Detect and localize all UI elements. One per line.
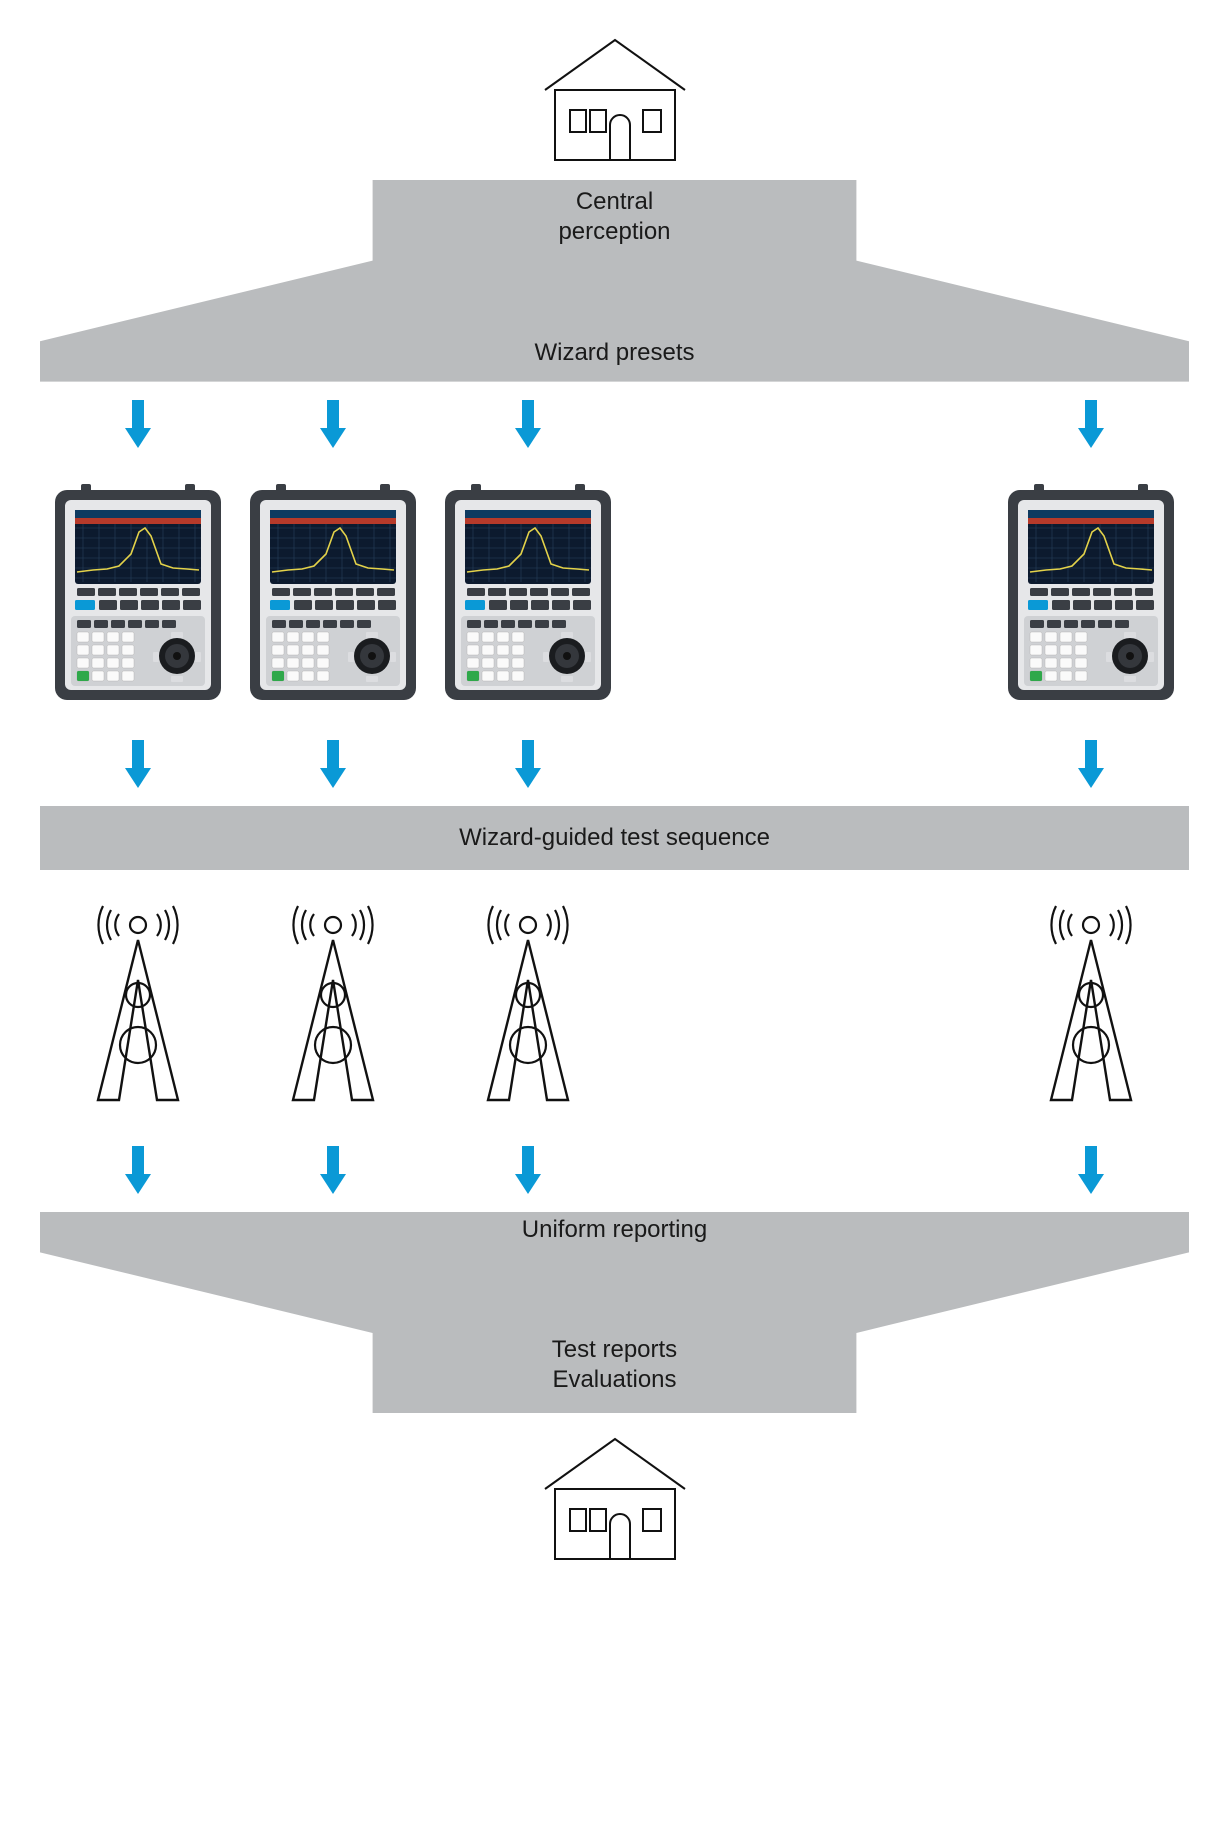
antenna-2	[235, 900, 430, 1110]
arrow-down-icon	[320, 1146, 346, 1194]
arrow-down-icon	[515, 740, 541, 788]
label-wizard-presets: Wizard presets	[40, 338, 1189, 368]
bar-wizard-guided: Wizard-guided test sequence	[40, 806, 1189, 870]
spectrum-analyzer-icon	[53, 484, 223, 704]
arrow-row-1	[40, 400, 1189, 448]
arrow-down-icon	[320, 400, 346, 448]
instrument-3	[431, 484, 626, 704]
label-test-reports: Test reportsEvaluations	[40, 1335, 1189, 1395]
arrow-down-icon	[515, 400, 541, 448]
instrument-4	[994, 484, 1189, 704]
arrow-down-icon	[125, 740, 151, 788]
antenna-3	[431, 900, 626, 1110]
spectrum-analyzer-icon	[248, 484, 418, 704]
arrow-down-icon	[125, 1146, 151, 1194]
house-icon-bottom	[525, 1429, 705, 1569]
arrow-down-icon	[1078, 740, 1104, 788]
antenna-1	[40, 900, 235, 1110]
arrow-down-icon	[515, 1146, 541, 1194]
instrument-1	[40, 484, 235, 704]
spectrum-analyzer-icon	[1006, 484, 1176, 704]
antenna-tower-icon	[53, 900, 223, 1110]
antenna-4	[994, 900, 1189, 1110]
arrow-down-icon	[125, 400, 151, 448]
arrow-down-icon	[320, 740, 346, 788]
arrow-row-2	[40, 740, 1189, 788]
arrow-down-icon	[1078, 1146, 1104, 1194]
antenna-tower-icon	[443, 900, 613, 1110]
antenna-tower-icon	[248, 900, 418, 1110]
antenna-row	[40, 900, 1189, 1110]
label-wizard-guided: Wizard-guided test sequence	[459, 824, 770, 851]
label-central-perception: Centralperception	[40, 187, 1189, 247]
instrument-2	[235, 484, 430, 704]
antenna-tower-icon	[1006, 900, 1176, 1110]
instrument-row	[40, 484, 1189, 704]
label-uniform-reporting: Uniform reporting	[40, 1215, 1189, 1245]
house-icon-top	[525, 30, 705, 170]
arrow-row-3	[40, 1146, 1189, 1194]
spectrum-analyzer-icon	[443, 484, 613, 704]
arrow-down-icon	[1078, 400, 1104, 448]
